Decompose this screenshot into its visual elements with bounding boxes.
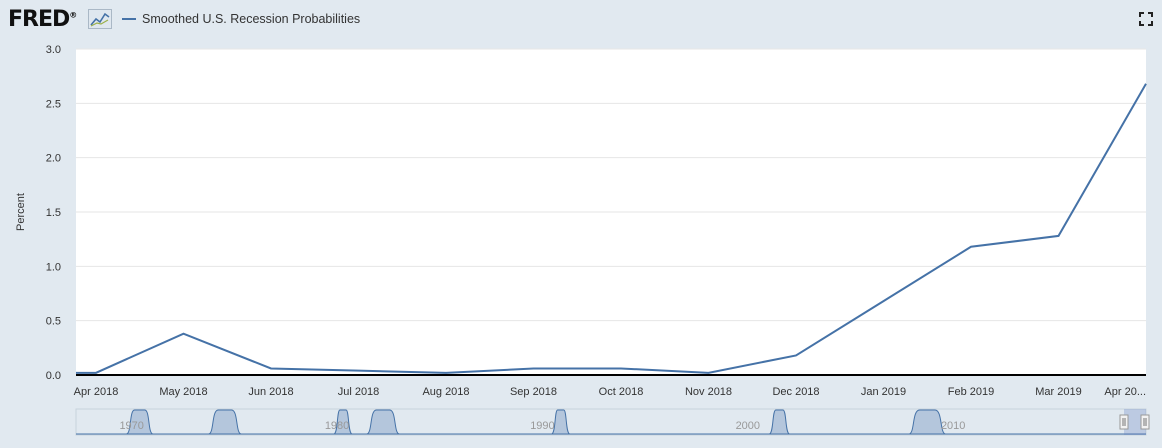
legend-series-label: Smoothed U.S. Recession Probabilities [142, 12, 361, 26]
legend-swatch [122, 17, 136, 20]
fred-logo-registered: ® [69, 10, 78, 20]
navigator-year-label: 2010 [941, 420, 965, 432]
x-tick-label: May 2018 [159, 386, 207, 398]
navigator-handle-right[interactable] [1140, 414, 1150, 430]
navigator-recession-shape [366, 409, 400, 435]
navigator-handle-left[interactable] [1119, 414, 1129, 430]
navigator-recession-shapes [126, 409, 946, 435]
navigator-year-label: 1980 [325, 420, 349, 432]
x-tick-label: Jun 2018 [248, 386, 293, 398]
x-tick-label: Feb 2019 [948, 386, 994, 398]
chart-header: FRED® Smoothed U.S. Recession Probabilit… [0, 0, 1162, 40]
x-tick-label: Mar 2019 [1035, 386, 1081, 398]
navigator-year-label: 2000 [736, 420, 760, 432]
chart-line-icon [88, 9, 112, 29]
x-axis-ticks: Apr 2018 May 2018 Jun 2018 Jul 2018 Aug 2018… [74, 386, 1146, 398]
x-tick-label: Sep 2018 [510, 386, 557, 398]
x-tick-label: Dec 2018 [772, 386, 819, 398]
navigator-year-labels: 1970 1980 1990 2000 2010 [119, 420, 965, 432]
series-line [76, 83, 1147, 374]
navigator-year-label: 1990 [530, 420, 554, 432]
navigator-recession-shape [908, 409, 946, 435]
navigator-year-label: 1970 [119, 420, 143, 432]
fred-logo[interactable]: FRED® [8, 7, 77, 32]
y-axis-title: Percent [15, 193, 27, 231]
navigator-recession-shape [126, 409, 154, 435]
fred-logo-text: FRED [8, 7, 70, 32]
navigator-recession-shape [551, 409, 571, 435]
navigator-recession-shape [333, 409, 353, 435]
x-tick-label: Oct 2018 [599, 386, 644, 398]
navigator[interactable]: 1970 1980 1990 2000 2010 [0, 407, 1162, 448]
y-tick-label: 1.0 [46, 261, 61, 273]
y-tick-label: 1.5 [46, 207, 61, 219]
y-tick-label: 0.5 [46, 316, 61, 328]
series-group [76, 83, 1147, 374]
y-tick-label: 2.5 [46, 98, 61, 110]
x-tick-label: Jul 2018 [338, 386, 380, 398]
x-tick-label: Jan 2019 [861, 386, 906, 398]
y-axis-ticks: 0.0 0.5 1.0 1.5 2.0 2.5 3.0 [46, 44, 61, 382]
x-tick-label: Aug 2018 [422, 386, 469, 398]
fullscreen-icon[interactable] [1139, 12, 1153, 26]
y-tick-label: 2.0 [46, 153, 61, 165]
y-tick-label: 0.0 [46, 370, 61, 382]
navigator-recession-shape [768, 409, 790, 435]
x-tick-label: Nov 2018 [685, 386, 732, 398]
gridlines [76, 48, 1146, 322]
navigator-recession-shape [208, 409, 242, 435]
chart-legend: Smoothed U.S. Recession Probabilities [122, 12, 360, 26]
line-chart: 0.0 0.5 1.0 1.5 2.0 2.5 3.0 Apr 2018 May 2018 Ju… [15, 44, 1147, 398]
x-tick-label: Apr 2018 [74, 386, 119, 398]
y-tick-label: 3.0 [46, 44, 61, 56]
x-tick-label: Apr 20... [1104, 386, 1146, 398]
